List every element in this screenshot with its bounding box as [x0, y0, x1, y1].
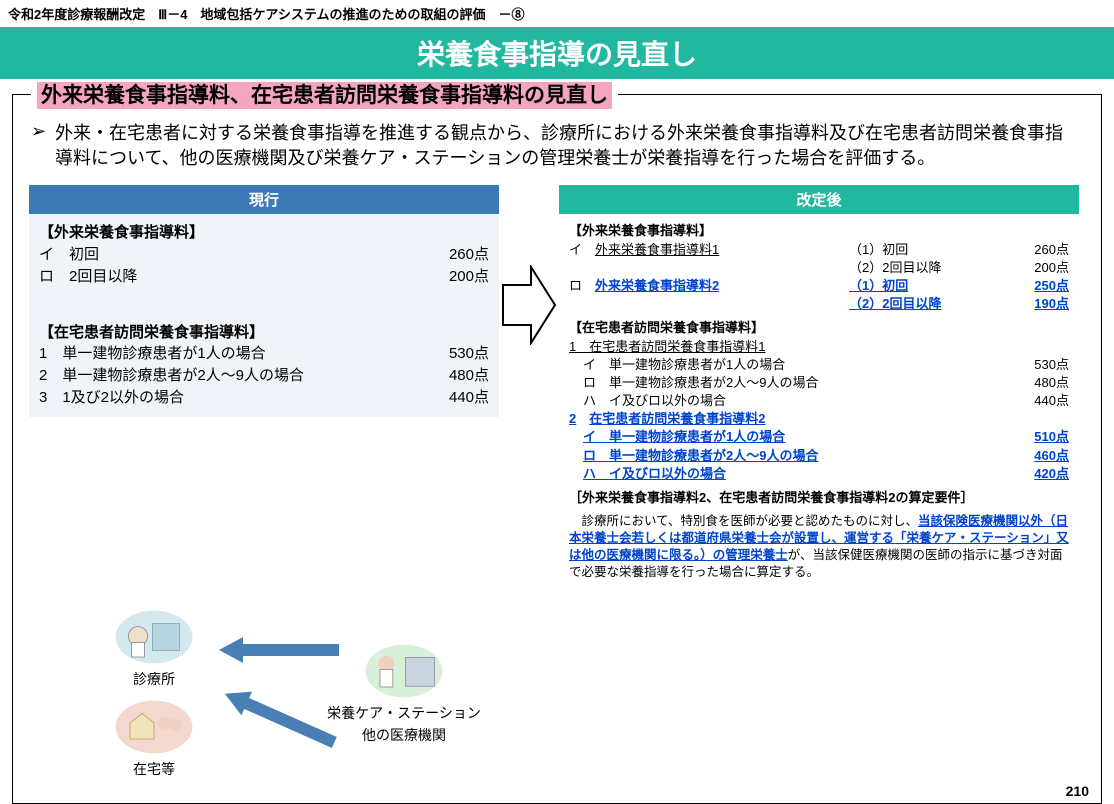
table-row: イ 初回260点	[39, 244, 489, 266]
current-column: 現行 【外来栄養食事指導料】 イ 初回260点 ロ 2回目以降200点 【在宅患…	[29, 185, 499, 416]
table-row: （2）2回目以降 200点	[569, 259, 1069, 277]
arrow-icon	[499, 185, 559, 345]
revised-sec2: 【在宅患者訪問栄養食事指導料】	[569, 319, 1069, 337]
station-label-1: 栄養ケア・ステーション	[327, 703, 481, 723]
breadcrumb: 令和2年度診療報酬改定 Ⅲ－4 地域包括ケアシステムの推進のための取組の評価 －…	[0, 0, 1114, 27]
revised-column: 改定後 【外来栄養食事指導料】 イ 外来栄養食事指導料1 （1）初回 260点 …	[559, 185, 1079, 588]
arrow-left-icon	[219, 635, 339, 668]
main-panel: 外来栄養食事指導料、在宅患者訪問栄養食事指導料の見直し 外来・在宅患者に対する栄…	[12, 94, 1102, 804]
page-number: 210	[1066, 783, 1089, 799]
table-row: ロ 2回目以降200点	[39, 266, 489, 288]
revised-header: 改定後	[559, 185, 1079, 214]
clinic-label: 診療所	[133, 669, 175, 689]
diagram-area: 診療所 在宅等 栄養ケア・ステーション 他の医療機関	[29, 593, 1085, 793]
table-row: イ 単一建物診療患者が1人の場合510点	[569, 428, 1069, 446]
table-row: 2 在宅患者訪問栄養食事指導料2	[569, 410, 1069, 428]
page-title: 栄養食事指導の見直し	[0, 27, 1114, 79]
subtitle: 外来栄養食事指導料、在宅患者訪問栄養食事指導料の見直し	[37, 82, 612, 109]
workflow-diagram: 診療所 在宅等 栄養ケア・ステーション 他の医療機関	[29, 593, 529, 793]
table-row: 2 単一建物診療患者が2人～9人の場合480点	[39, 365, 489, 387]
table-row: イ 単一建物診療患者が1人の場合530点	[569, 356, 1069, 374]
table-row: ロ 外来栄養食事指導料2 （1）初回 250点	[569, 277, 1069, 295]
home-label: 在宅等	[133, 759, 175, 779]
current-sec1: 【外来栄養食事指導料】	[39, 222, 489, 244]
station-node: 栄養ケア・ステーション 他の医療機関	[324, 641, 484, 745]
table-row: イ 外来栄養食事指導料1 （1）初回 260点	[569, 241, 1069, 259]
current-body: 【外来栄養食事指導料】 イ 初回260点 ロ 2回目以降200点 【在宅患者訪問…	[29, 214, 499, 416]
table-row: 1 在宅患者訪問栄養食事指導料1	[569, 338, 1069, 356]
table-row: ハ イ及びロ以外の場合440点	[569, 392, 1069, 410]
arrow-left-icon	[217, 680, 340, 759]
revised-sec1: 【外来栄養食事指導料】	[569, 222, 1069, 240]
subtitle-wrapper: 外来栄養食事指導料、在宅患者訪問栄養食事指導料の見直し	[31, 79, 618, 109]
revised-body: 【外来栄養食事指導料】 イ 外来栄養食事指導料1 （1）初回 260点 （2）2…	[559, 214, 1079, 588]
clinic-node: 診療所	[74, 607, 234, 689]
requirement-text: 診療所において、特別食を医師が必要と認めたものに対し、当該保険医療機関以外（日本…	[569, 507, 1069, 581]
home-node: 在宅等	[74, 697, 234, 779]
table-row: （2）2回目以降 190点	[569, 295, 1069, 313]
description-bullet: 外来・在宅患者に対する栄養食事指導を推進する観点から、診療所における外来栄養食事…	[29, 117, 1085, 185]
comparison-row: 現行 【外来栄養食事指導料】 イ 初回260点 ロ 2回目以降200点 【在宅患…	[29, 185, 1085, 588]
table-row: ハ イ及びロ以外の場合420点	[569, 465, 1069, 483]
requirement-head: ［外来栄養食事指導料2、在宅患者訪問栄養食事指導料2の算定要件］	[569, 489, 1069, 507]
table-row: ロ 単一建物診療患者が2人～9人の場合460点	[569, 447, 1069, 465]
table-row: ロ 単一建物診療患者が2人～9人の場合480点	[569, 374, 1069, 392]
current-header: 現行	[29, 185, 499, 214]
station-label-2: 他の医療機関	[362, 725, 446, 745]
current-sec2: 【在宅患者訪問栄養食事指導料】	[39, 322, 489, 344]
table-row: 1 単一建物診療患者が1人の場合530点	[39, 343, 489, 365]
table-row: 3 1及び2以外の場合440点	[39, 387, 489, 409]
